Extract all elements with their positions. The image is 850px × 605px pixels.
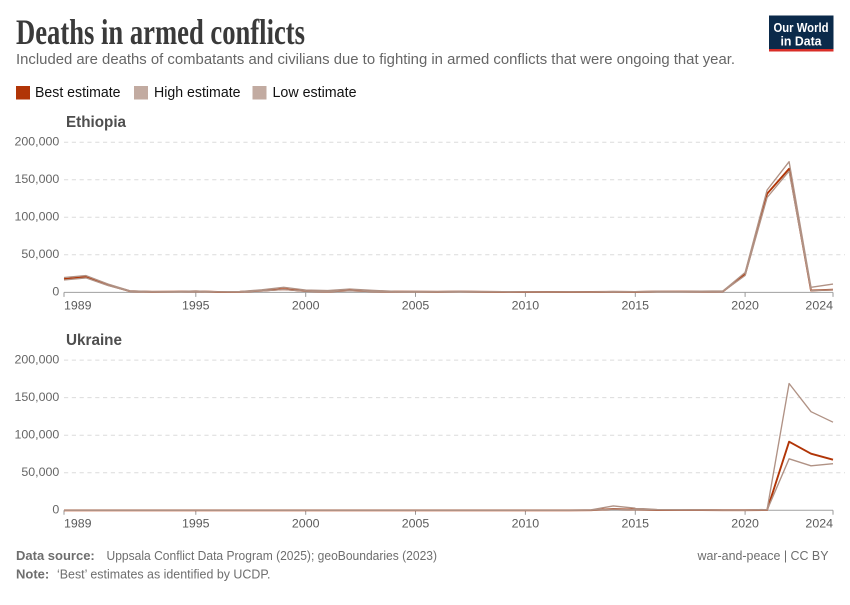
svg-text:2024: 2024 xyxy=(805,517,833,531)
svg-text:2020: 2020 xyxy=(731,299,759,313)
svg-text:2010: 2010 xyxy=(512,517,540,531)
svg-text:Ukraine: Ukraine xyxy=(66,332,122,349)
svg-text:war-and-peace | CC BY: war-and-peace | CC BY xyxy=(697,548,829,563)
svg-text:Ethiopia: Ethiopia xyxy=(66,114,126,131)
svg-text:0: 0 xyxy=(52,503,59,517)
svg-text:in Data: in Data xyxy=(781,33,823,48)
svg-text:2005: 2005 xyxy=(402,299,430,313)
svg-text:Uppsala Conflict Data Program: Uppsala Conflict Data Program (2025); ge… xyxy=(107,548,438,563)
svg-text:150,000: 150,000 xyxy=(15,172,60,186)
svg-text:2000: 2000 xyxy=(292,517,320,531)
svg-text:150,000: 150,000 xyxy=(15,390,60,404)
svg-text:Low estimate: Low estimate xyxy=(273,84,357,101)
svg-text:2024: 2024 xyxy=(805,299,833,313)
svg-text:100,000: 100,000 xyxy=(15,428,60,442)
svg-text:1995: 1995 xyxy=(182,517,210,531)
svg-text:2020: 2020 xyxy=(731,517,759,531)
svg-text:Note:: Note: xyxy=(16,567,49,582)
svg-text:200,000: 200,000 xyxy=(15,352,60,366)
svg-text:200,000: 200,000 xyxy=(15,135,60,149)
svg-text:2015: 2015 xyxy=(622,299,650,313)
svg-text:50,000: 50,000 xyxy=(21,247,59,261)
svg-text:Data source:: Data source: xyxy=(16,548,95,563)
svg-text:2000: 2000 xyxy=(292,299,320,313)
svg-text:2005: 2005 xyxy=(402,517,430,531)
svg-text:Best estimate: Best estimate xyxy=(35,84,121,101)
svg-text:2010: 2010 xyxy=(512,299,540,313)
svg-text:1989: 1989 xyxy=(64,517,92,531)
svg-text:High estimate: High estimate xyxy=(154,84,241,101)
svg-text:Included are deaths of combata: Included are deaths of combatants and ci… xyxy=(16,51,735,68)
svg-text:Our World: Our World xyxy=(774,20,829,35)
svg-text:1995: 1995 xyxy=(182,299,210,313)
svg-text:0: 0 xyxy=(52,285,59,299)
svg-text:2015: 2015 xyxy=(622,517,650,531)
svg-text:Deaths in armed conflicts: Deaths in armed conflicts xyxy=(16,12,305,52)
svg-text:‘Best’ estimates as identified: ‘Best’ estimates as identified by UCDP. xyxy=(57,567,271,582)
svg-text:1989: 1989 xyxy=(64,299,92,313)
svg-text:100,000: 100,000 xyxy=(15,210,60,224)
svg-text:50,000: 50,000 xyxy=(21,465,59,479)
